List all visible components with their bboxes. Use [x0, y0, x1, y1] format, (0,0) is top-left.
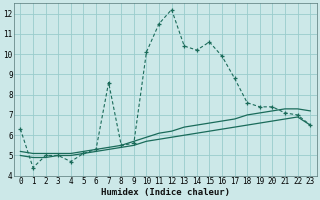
X-axis label: Humidex (Indice chaleur): Humidex (Indice chaleur): [101, 188, 230, 197]
